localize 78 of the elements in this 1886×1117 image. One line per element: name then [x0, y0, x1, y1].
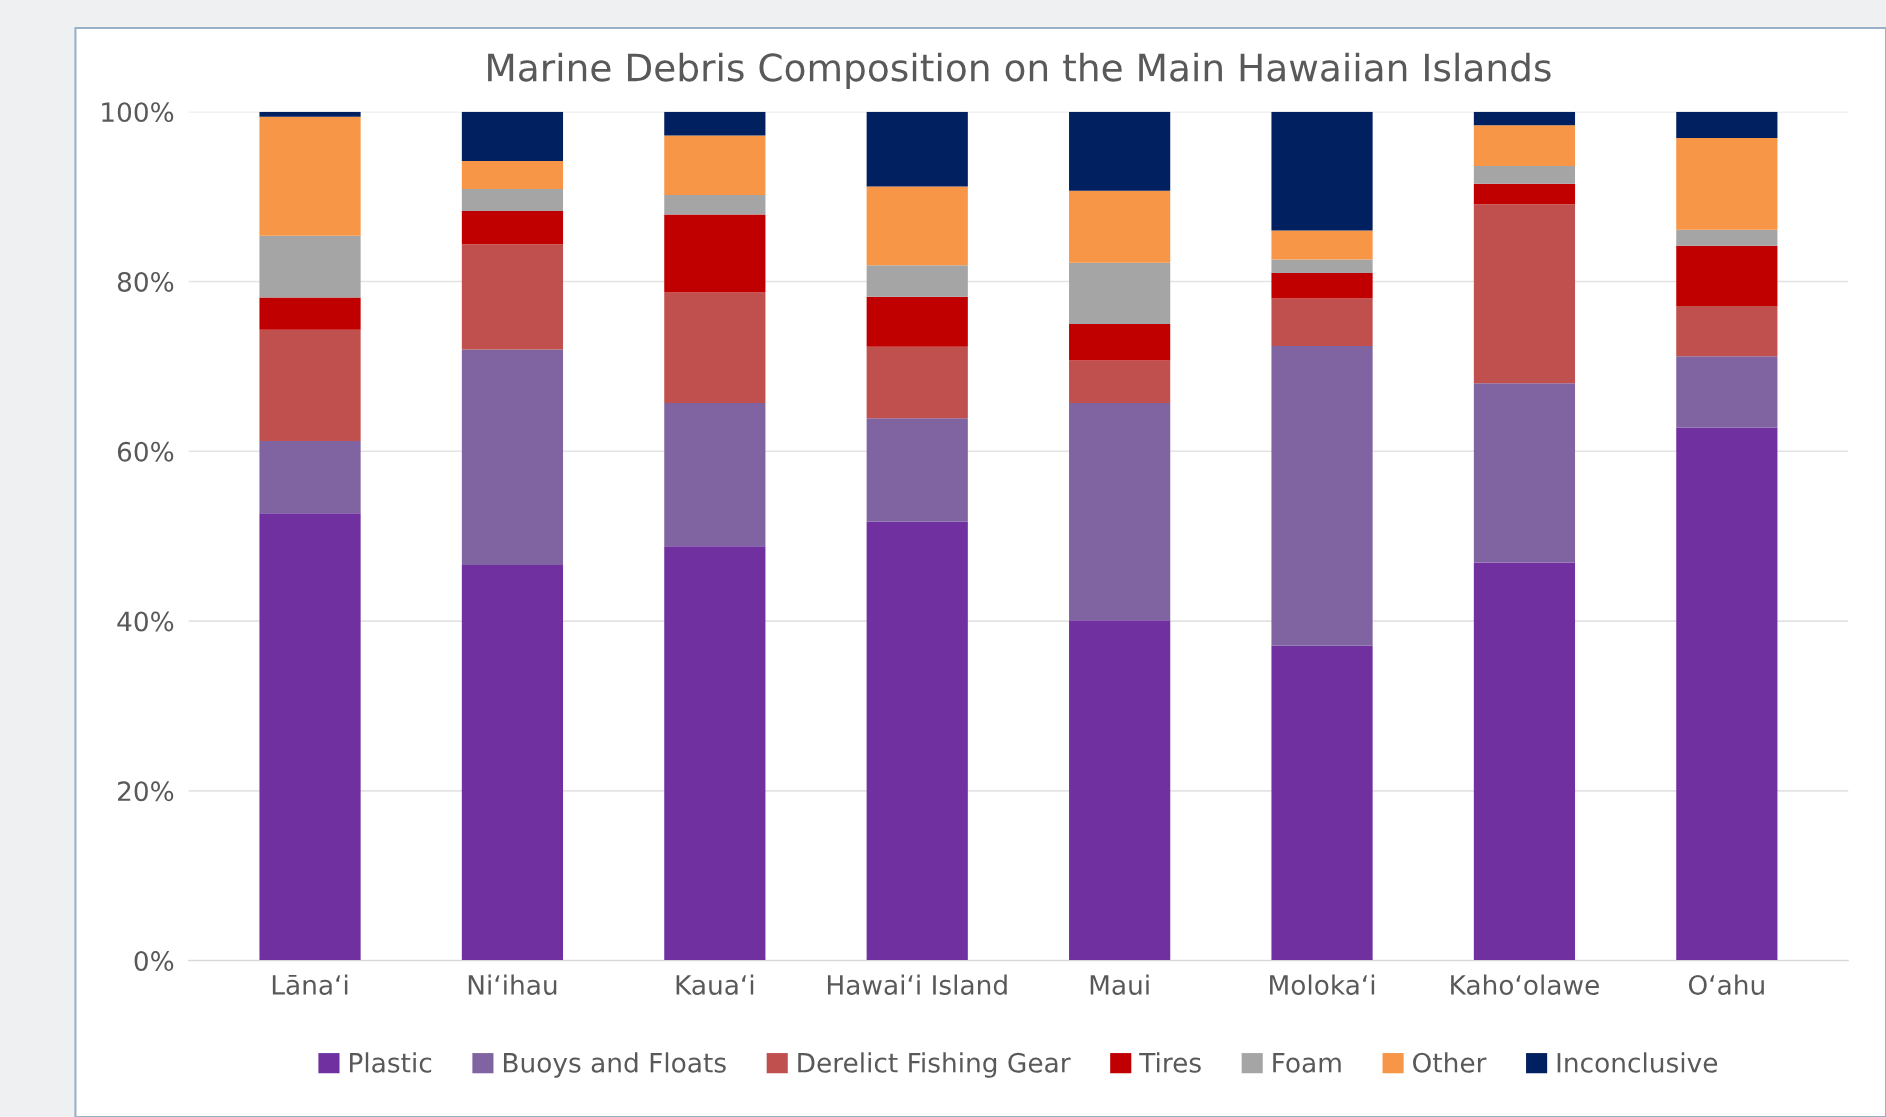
y-tick-label: 40%	[117, 611, 174, 632]
bar	[1271, 645, 1373, 961]
bar	[1069, 111, 1171, 191]
bar	[866, 346, 968, 419]
bar	[259, 513, 361, 961]
bar	[1069, 323, 1171, 361]
bar	[259, 441, 361, 514]
bar	[461, 160, 564, 189]
bar	[1069, 190, 1171, 263]
x-tick-label: Lānaʻi	[272, 974, 348, 995]
bar	[1473, 383, 1576, 563]
x-tick-label: Maui	[1090, 974, 1149, 995]
bar	[664, 111, 766, 136]
bar	[866, 521, 968, 961]
bar	[866, 296, 968, 347]
legend-label: Buoys and Floats	[503, 1052, 726, 1078]
bar	[259, 297, 361, 330]
bar	[664, 135, 766, 195]
y-tick-label: 60%	[117, 441, 174, 462]
bar	[664, 214, 766, 293]
legend-label: Derelict Fishing Gear	[798, 1052, 1071, 1078]
x-tick-label: Oʻahu	[1688, 974, 1764, 995]
x-tick-label: Molokaʻi	[1270, 974, 1375, 995]
legend-label: Plastic	[350, 1052, 432, 1073]
bar	[461, 188, 564, 212]
bar	[1473, 125, 1576, 167]
legend-label: Foam	[1273, 1053, 1341, 1073]
bar	[664, 546, 766, 961]
bar	[866, 186, 968, 266]
bar	[1676, 427, 1778, 961]
bar	[1069, 402, 1171, 621]
bar	[1473, 111, 1576, 126]
legend-label: Other	[1413, 1052, 1487, 1073]
bar	[461, 111, 564, 161]
x-tick-label: Hawaiʻi Island	[827, 974, 1007, 995]
bar	[1676, 306, 1778, 357]
bar	[1271, 259, 1373, 273]
bar	[664, 402, 766, 547]
bar	[866, 111, 968, 187]
chart-title: Marine Debris Composition on the Main Hawaiian Islands	[488, 52, 1551, 89]
legend-label: Tires	[1139, 1052, 1201, 1073]
bar	[1676, 138, 1778, 230]
bar	[461, 565, 564, 961]
bar	[1676, 245, 1778, 307]
bar	[259, 111, 361, 117]
bar	[1676, 229, 1778, 246]
legend-label: Inconclusive	[1557, 1052, 1718, 1073]
bar	[1069, 620, 1171, 961]
bar	[1271, 346, 1373, 646]
bar	[1473, 562, 1576, 961]
bar	[461, 244, 564, 350]
bar	[1271, 111, 1373, 231]
bar	[259, 329, 361, 442]
y-tick-label: 80%	[117, 271, 174, 292]
bar	[1069, 262, 1171, 324]
bar	[1473, 166, 1576, 184]
bar	[1473, 204, 1576, 384]
x-tick-label: Kauaʻi	[676, 974, 754, 995]
bar	[1473, 183, 1576, 205]
x-tick-label: Kahoʻolawe	[1451, 974, 1599, 995]
bar	[664, 292, 766, 403]
bar	[259, 235, 361, 298]
bar	[866, 418, 968, 522]
bar	[1271, 272, 1373, 299]
y-tick-label: 0%	[134, 951, 174, 972]
bar	[461, 349, 564, 566]
bar	[1676, 111, 1778, 139]
bar	[1069, 360, 1171, 403]
x-tick-label: Niʻihau	[468, 974, 557, 995]
bar	[664, 194, 766, 215]
y-tick-label: 20%	[117, 781, 174, 802]
bar	[1271, 230, 1373, 260]
y-tick-label: 100%	[102, 102, 174, 123]
bar	[1676, 356, 1778, 428]
bar	[461, 211, 564, 245]
bar	[866, 265, 968, 297]
bar	[1271, 298, 1373, 346]
bar	[259, 116, 361, 236]
